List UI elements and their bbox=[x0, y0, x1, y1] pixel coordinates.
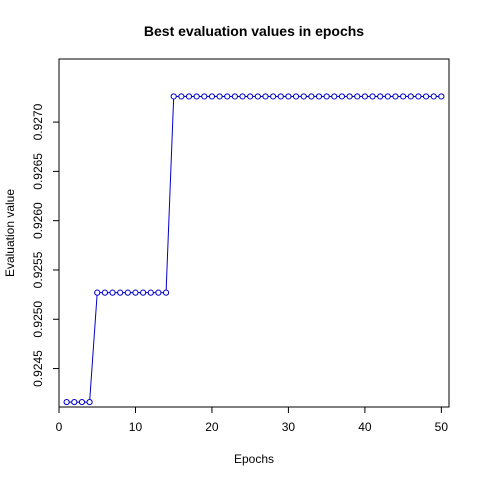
data-point bbox=[124, 289, 131, 296]
x-tick-label: 50 bbox=[435, 420, 449, 434]
x-tick-label: 30 bbox=[282, 420, 296, 434]
data-point bbox=[78, 398, 86, 406]
data-point bbox=[430, 93, 437, 100]
data-point bbox=[231, 93, 238, 100]
series-line bbox=[66, 95, 442, 403]
data-point bbox=[140, 289, 147, 296]
data-point bbox=[170, 93, 177, 100]
data-point bbox=[331, 93, 338, 100]
y-tick-label: 0.9245 bbox=[31, 350, 45, 387]
data-point bbox=[101, 289, 108, 296]
data-point bbox=[277, 93, 284, 100]
data-point bbox=[308, 93, 315, 100]
data-point bbox=[132, 289, 139, 296]
data-point bbox=[71, 398, 78, 406]
data-point bbox=[239, 93, 246, 100]
chart-title: Best evaluation values in epochs bbox=[144, 23, 364, 39]
data-point bbox=[155, 289, 162, 296]
data-point bbox=[63, 398, 70, 406]
x-axis: 0 10 20 30 40 50 bbox=[56, 406, 449, 434]
y-axis: 0.9245 0.9250 0.9255 0.9260 0.9265 0.9270 bbox=[31, 103, 60, 387]
y-tick-label: 0.9255 bbox=[31, 251, 45, 288]
x-tick-label: 20 bbox=[205, 420, 219, 434]
y-tick-label: 0.9260 bbox=[31, 202, 45, 239]
x-tick-label: 40 bbox=[358, 420, 372, 434]
data-point bbox=[247, 93, 254, 100]
y-axis-label: Evaluation value bbox=[3, 189, 17, 277]
data-point bbox=[422, 93, 430, 100]
data-point bbox=[438, 93, 445, 100]
x-tick-label: 0 bbox=[56, 420, 63, 434]
data-point bbox=[147, 289, 154, 296]
data-point bbox=[377, 93, 384, 100]
data-point bbox=[338, 93, 346, 100]
data-point bbox=[117, 289, 124, 296]
data-point bbox=[384, 93, 391, 100]
data-point bbox=[270, 93, 277, 100]
data-point bbox=[369, 93, 376, 100]
data-point bbox=[323, 93, 330, 100]
data-point bbox=[392, 93, 399, 100]
y-tick-label: 0.9250 bbox=[31, 301, 45, 338]
x-tick-label: 10 bbox=[129, 420, 143, 434]
data-point bbox=[262, 93, 269, 100]
data-point bbox=[193, 93, 200, 100]
y-tick-label: 0.9270 bbox=[31, 103, 45, 140]
series-layer bbox=[63, 93, 445, 406]
data-point bbox=[346, 93, 353, 100]
plot-frame bbox=[58, 58, 450, 408]
x-axis-label: Epochs bbox=[234, 452, 274, 466]
data-point bbox=[415, 93, 422, 100]
data-point bbox=[300, 93, 307, 100]
data-point bbox=[86, 398, 93, 406]
data-point bbox=[254, 93, 261, 100]
data-point bbox=[178, 93, 185, 100]
data-point bbox=[292, 93, 300, 100]
data-point bbox=[224, 93, 231, 100]
data-point bbox=[94, 289, 101, 296]
data-point bbox=[361, 93, 368, 100]
y-tick-label: 0.9265 bbox=[31, 153, 45, 190]
data-point bbox=[201, 93, 208, 100]
data-point bbox=[109, 289, 116, 296]
data-point bbox=[208, 93, 216, 100]
data-point bbox=[400, 93, 407, 100]
data-point bbox=[162, 289, 170, 296]
data-point bbox=[354, 93, 361, 100]
data-point bbox=[315, 93, 323, 100]
data-point bbox=[407, 93, 414, 100]
data-point bbox=[285, 93, 292, 100]
data-point bbox=[185, 93, 193, 100]
data-point bbox=[216, 93, 223, 100]
